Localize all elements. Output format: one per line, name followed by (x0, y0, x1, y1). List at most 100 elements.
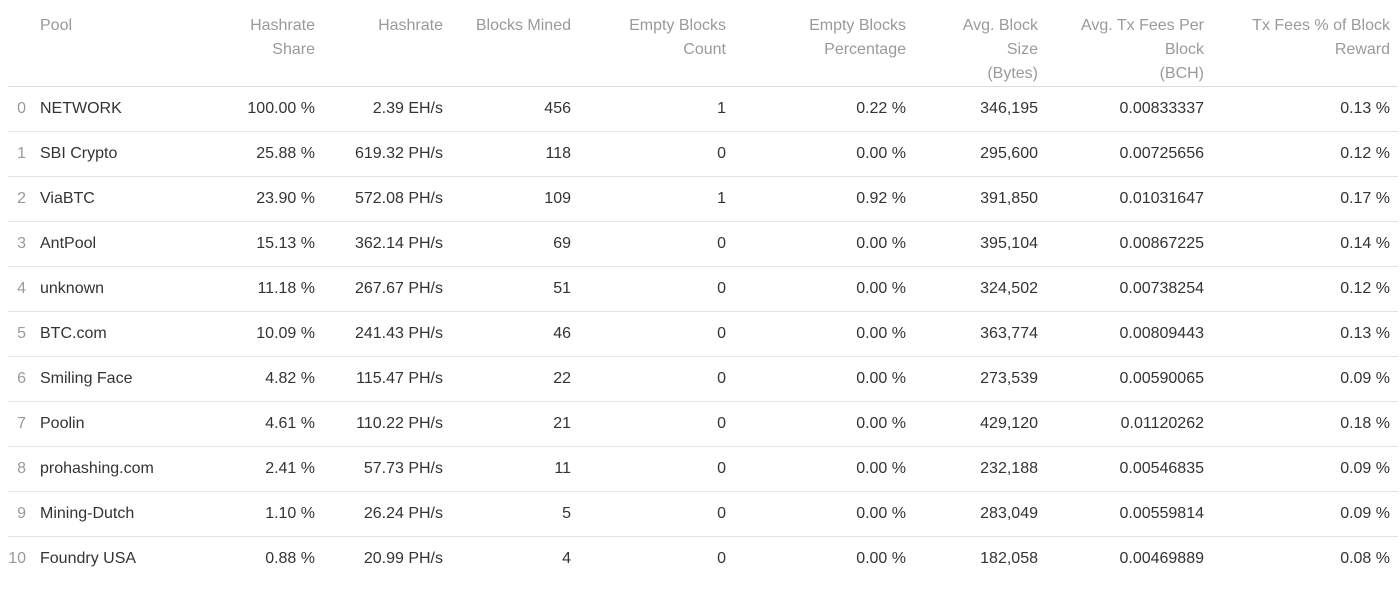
header-hashrate[interactable]: Hashrate (323, 0, 451, 87)
cell-hashrate: 2.39 EH/s (323, 86, 451, 132)
header-line: Block (1164, 41, 1204, 58)
table-row[interactable]: 0 NETWORK 100.00 % 2.39 EH/s 456 1 0.22 % 346,1… (8, 86, 1398, 132)
cell-avg-block-size: 346,195 (914, 86, 1046, 132)
cell-avg-tx-fees: 0.01031647 (1046, 176, 1212, 222)
table-row[interactable]: 2 ViaBTC 23.90 % 572.08 PH/s 109 1 0.92 % 391,8… (8, 176, 1398, 222)
cell-index: 7 (8, 401, 40, 447)
cell-blocks-mined: 118 (451, 131, 579, 177)
header-blocks-mined[interactable]: Blocks Mined (451, 0, 579, 87)
cell-empty-blocks-percentage: 0.00 % (734, 221, 914, 267)
cell-avg-tx-fees: 0.01120262 (1046, 401, 1212, 447)
cell-blocks-mined: 22 (451, 356, 579, 402)
cell-hashrate-share: 15.13 % (205, 221, 323, 267)
cell-empty-blocks-percentage: 0.22 % (734, 86, 914, 132)
cell-empty-blocks-percentage: 0.00 % (734, 356, 914, 402)
header-tx-fees-pct[interactable]: Tx Fees % of Block Reward (1212, 0, 1398, 87)
cell-blocks-mined: 51 (451, 266, 579, 312)
header-line: Reward (1334, 41, 1390, 58)
cell-hashrate: 267.67 PH/s (323, 266, 451, 312)
header-line: Share (272, 41, 315, 58)
cell-pool-name: Foundry USA (40, 536, 205, 582)
cell-empty-blocks-count: 0 (579, 446, 734, 492)
cell-hashrate-share: 11.18 % (205, 266, 323, 312)
table-body: 0 NETWORK 100.00 % 2.39 EH/s 456 1 0.22 % 346,1… (8, 86, 1398, 582)
header-pool[interactable]: Pool (40, 0, 205, 87)
cell-avg-tx-fees: 0.00725656 (1046, 131, 1212, 177)
cell-pool-name: BTC.com (40, 311, 205, 357)
header-line: Tx Fees % of Block (1252, 17, 1390, 34)
cell-pool-name: unknown (40, 266, 205, 312)
header-line: (Bytes) (987, 65, 1038, 82)
cell-blocks-mined: 4 (451, 536, 579, 582)
cell-index: 8 (8, 446, 40, 492)
header-avg-block-size[interactable]: Avg. Block Size (Bytes) (914, 0, 1046, 87)
header-line: Size (1006, 41, 1038, 58)
table-row[interactable]: 9 Mining-Dutch 1.10 % 26.24 PH/s 5 0 0.00 % 283… (8, 491, 1398, 537)
table-row[interactable]: 10 Foundry USA 0.88 % 20.99 PH/s 4 0 0.00 % 182… (8, 536, 1398, 582)
table-row[interactable]: 3 AntPool 15.13 % 362.14 PH/s 69 0 0.00 % 395,1… (8, 221, 1398, 267)
cell-avg-block-size: 429,120 (914, 401, 1046, 447)
header-line: Avg. Block (962, 17, 1038, 34)
cell-empty-blocks-count: 0 (579, 401, 734, 447)
table-row[interactable]: 1 SBI Crypto 25.88 % 619.32 PH/s 118 0 0.00 % 2… (8, 131, 1398, 177)
cell-hashrate: 110.22 PH/s (323, 401, 451, 447)
cell-index: 4 (8, 266, 40, 312)
header-pool-label: Pool (40, 17, 73, 34)
cell-empty-blocks-percentage: 0.00 % (734, 536, 914, 582)
cell-empty-blocks-percentage: 0.00 % (734, 311, 914, 357)
table-row[interactable]: 7 Poolin 4.61 % 110.22 PH/s 21 0 0.00 % 429,120… (8, 401, 1398, 447)
header-line: Hashrate (378, 17, 443, 34)
cell-empty-blocks-percentage: 0.00 % (734, 491, 914, 537)
cell-tx-fees-pct: 0.17 % (1212, 176, 1398, 222)
cell-pool-name: AntPool (40, 221, 205, 267)
cell-blocks-mined: 21 (451, 401, 579, 447)
cell-tx-fees-pct: 0.09 % (1212, 356, 1398, 402)
cell-avg-tx-fees: 0.00738254 (1046, 266, 1212, 312)
cell-hashrate-share: 25.88 % (205, 131, 323, 177)
cell-pool-name: Mining-Dutch (40, 491, 205, 537)
table-row[interactable]: 6 Smiling Face 4.82 % 115.47 PH/s 22 0 0.00 % 2… (8, 356, 1398, 402)
cell-empty-blocks-count: 0 (579, 221, 734, 267)
header-hashrate-share[interactable]: Hashrate Share (205, 0, 323, 87)
header-line: Hashrate (250, 17, 315, 34)
mining-pools-table-container: Pool Hashrate Share Hashrate Blocks Mine… (8, 0, 1398, 582)
cell-empty-blocks-percentage: 0.92 % (734, 176, 914, 222)
cell-empty-blocks-percentage: 0.00 % (734, 131, 914, 177)
cell-pool-name: SBI Crypto (40, 131, 205, 177)
cell-avg-block-size: 273,539 (914, 356, 1046, 402)
cell-empty-blocks-count: 0 (579, 491, 734, 537)
cell-empty-blocks-count: 0 (579, 356, 734, 402)
header-line: Blocks Mined (475, 17, 571, 34)
cell-avg-block-size: 324,502 (914, 266, 1046, 312)
cell-empty-blocks-count: 0 (579, 131, 734, 177)
cell-empty-blocks-percentage: 0.00 % (734, 266, 914, 312)
table-row[interactable]: 5 BTC.com 10.09 % 241.43 PH/s 46 0 0.00 % 363,7… (8, 311, 1398, 357)
cell-tx-fees-pct: 0.12 % (1212, 266, 1398, 312)
cell-avg-block-size: 283,049 (914, 491, 1046, 537)
header-line: (BCH) (1159, 65, 1204, 82)
cell-hashrate-share: 100.00 % (205, 86, 323, 132)
cell-avg-tx-fees: 0.00590065 (1046, 356, 1212, 402)
cell-index: 10 (8, 536, 40, 582)
cell-avg-block-size: 232,188 (914, 446, 1046, 492)
cell-hashrate-share: 4.61 % (205, 401, 323, 447)
cell-hashrate-share: 10.09 % (205, 311, 323, 357)
cell-hashrate-share: 2.41 % (205, 446, 323, 492)
cell-index: 6 (8, 356, 40, 402)
table-row[interactable]: 8 prohashing.com 2.41 % 57.73 PH/s 11 0 0.00 %… (8, 446, 1398, 492)
cell-empty-blocks-count: 0 (579, 311, 734, 357)
header-empty-blocks-count[interactable]: Empty Blocks Count (579, 0, 734, 87)
table-row[interactable]: 4 unknown 11.18 % 267.67 PH/s 51 0 0.00 % 324,5… (8, 266, 1398, 312)
cell-tx-fees-pct: 0.13 % (1212, 311, 1398, 357)
cell-hashrate-share: 23.90 % (205, 176, 323, 222)
cell-tx-fees-pct: 0.12 % (1212, 131, 1398, 177)
header-line: Empty Blocks (629, 17, 726, 34)
cell-avg-block-size: 363,774 (914, 311, 1046, 357)
header-empty-blocks-percentage[interactable]: Empty Blocks Percentage (734, 0, 914, 87)
cell-empty-blocks-percentage: 0.00 % (734, 446, 914, 492)
cell-index: 1 (8, 131, 40, 177)
cell-pool-name: NETWORK (40, 86, 205, 132)
header-avg-tx-fees[interactable]: Avg. Tx Fees Per Block (BCH) (1046, 0, 1212, 87)
cell-pool-name: prohashing.com (40, 446, 205, 492)
cell-avg-tx-fees: 0.00546835 (1046, 446, 1212, 492)
